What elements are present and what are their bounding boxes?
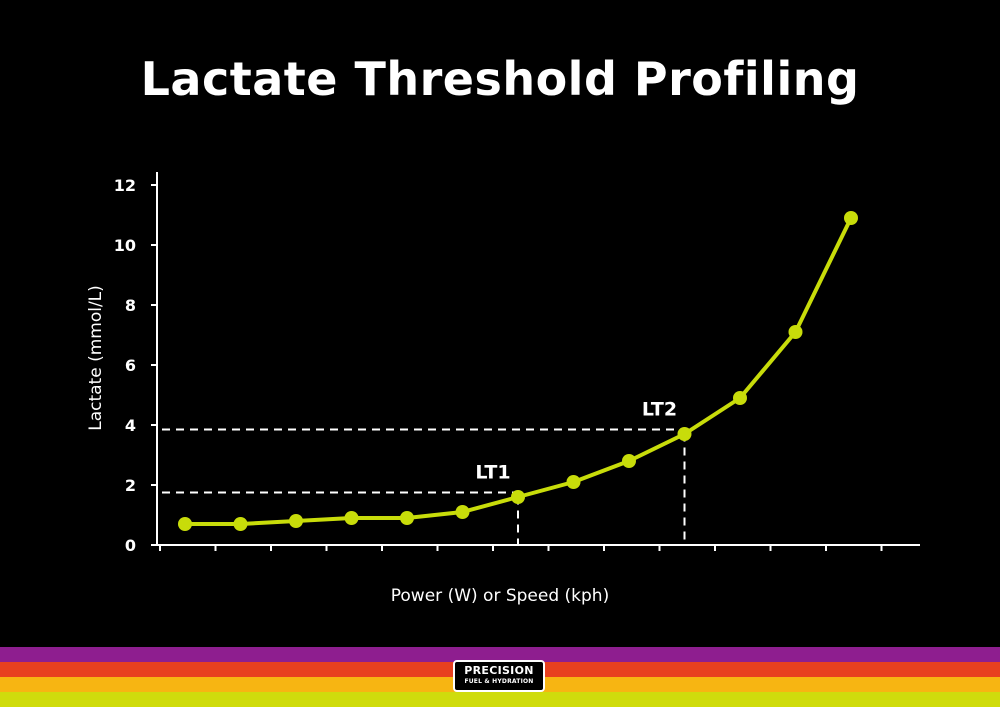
- logo-line1: PRECISION: [464, 664, 534, 677]
- lactate-point: [289, 514, 303, 528]
- lactate-point: [677, 427, 692, 441]
- y-axis-label: Lactate (mmol/L): [86, 285, 106, 431]
- lactate-line: [185, 217, 853, 526]
- lactate-point: [566, 475, 581, 489]
- logo-line2: FUEL & HYDRATION: [464, 678, 534, 685]
- lactate-point: [233, 517, 248, 531]
- y-tick-label: 8: [125, 296, 136, 315]
- threshold-label: LT2: [642, 399, 677, 421]
- x-axis-label: Power (W) or Speed (kph): [391, 586, 609, 606]
- precision-logo: PRECISION FUEL & HYDRATION: [453, 660, 545, 692]
- lactate-point: [178, 517, 192, 531]
- lactate-point: [400, 511, 414, 525]
- stripe-lime: [0, 692, 1000, 707]
- x-axis: [157, 544, 920, 551]
- y-axis: 0 2 4 6 8 10 12: [114, 172, 158, 555]
- lactate-point: [733, 391, 747, 405]
- y-tick-label: 10: [114, 236, 136, 255]
- y-tick-label: 12: [114, 176, 136, 195]
- lactate-point: [844, 211, 858, 225]
- threshold-label: LT1: [475, 462, 510, 484]
- y-tick-label: 4: [125, 416, 136, 435]
- lactate-point: [344, 511, 359, 525]
- lactate-point: [788, 325, 803, 339]
- chart-title: Lactate Threshold Profiling: [140, 52, 860, 106]
- y-tick-label: 6: [125, 356, 136, 375]
- y-tick-label: 0: [125, 536, 136, 555]
- lactate-point: [511, 490, 525, 504]
- lactate-point: [455, 505, 470, 519]
- y-tick-label: 2: [125, 476, 136, 495]
- stripe-purple: [0, 647, 1000, 662]
- lactate-point: [622, 454, 636, 468]
